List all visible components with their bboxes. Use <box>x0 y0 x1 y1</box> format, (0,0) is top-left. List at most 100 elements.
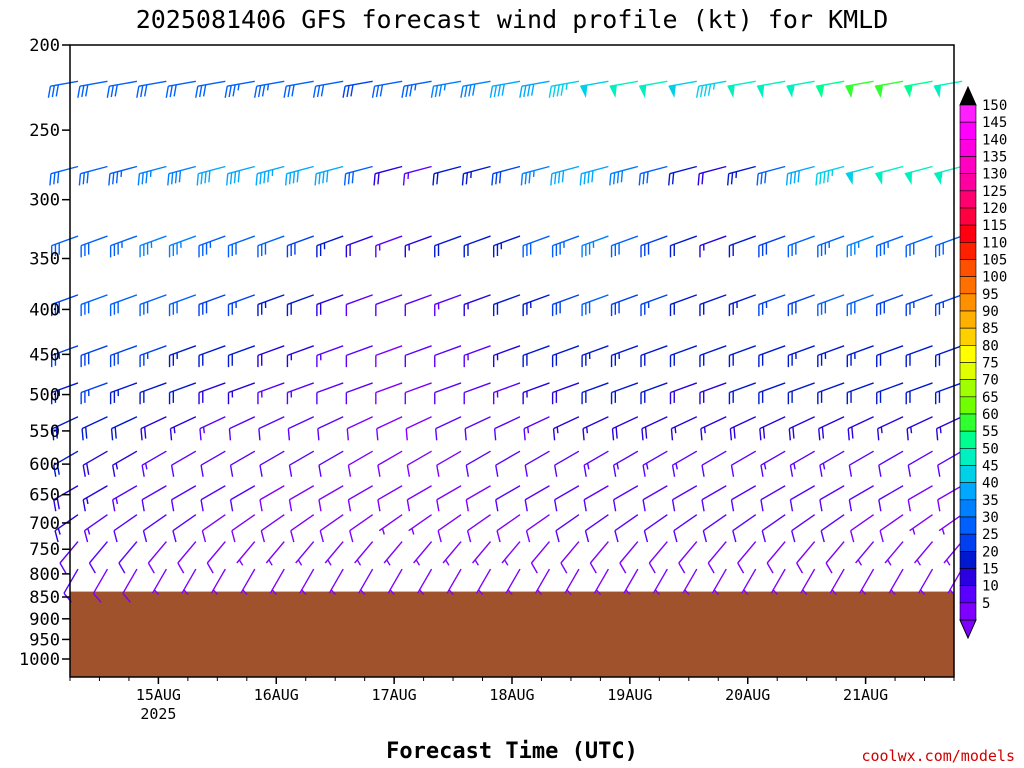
barb-full <box>92 592 102 603</box>
barb-full <box>377 172 380 185</box>
barb-full <box>644 244 646 256</box>
barb-full <box>909 354 911 366</box>
barb-full <box>883 242 885 255</box>
wind-barb <box>786 80 815 98</box>
barb-half <box>173 426 176 434</box>
barb-half <box>261 391 263 398</box>
barb-shaft <box>260 514 285 532</box>
barb-full <box>438 84 443 97</box>
barb-shaft <box>729 294 756 306</box>
wind-barb <box>286 235 314 258</box>
barb-shaft <box>741 568 757 594</box>
barb-shaft <box>463 345 491 357</box>
barb-shaft <box>790 450 816 466</box>
barb-half <box>500 242 503 250</box>
barb-full <box>820 244 823 256</box>
barb-full <box>644 426 648 439</box>
wind-barb <box>819 450 845 477</box>
wind-barb <box>787 382 815 405</box>
wind-barb <box>787 345 815 368</box>
barb-shaft <box>534 568 551 594</box>
barb-full <box>846 245 848 258</box>
barb-full <box>375 392 377 405</box>
barb-shaft <box>198 294 226 306</box>
barb-full <box>620 170 624 183</box>
barb-shaft <box>434 294 462 306</box>
wind-barb <box>874 80 904 98</box>
barb-shaft <box>564 568 580 594</box>
wind-barb <box>139 235 167 258</box>
barb-half <box>115 463 119 470</box>
barb-half <box>443 84 447 91</box>
barb-full <box>115 171 119 184</box>
wind-barb <box>729 416 757 441</box>
wind-barb <box>728 345 756 368</box>
wind-barb <box>695 80 727 98</box>
barb-full <box>737 562 745 574</box>
barb-full <box>643 530 649 543</box>
wind-barb <box>446 568 462 596</box>
barb-shaft <box>290 514 315 532</box>
wind-barb <box>141 450 167 477</box>
barb-shaft <box>759 416 786 430</box>
wind-barb <box>907 485 933 512</box>
wind-barb <box>905 294 933 317</box>
barb-shaft <box>761 514 786 532</box>
barb-half <box>563 241 565 248</box>
wind-barb <box>259 485 285 512</box>
barb-full <box>136 86 140 98</box>
barb-full <box>906 428 909 441</box>
x-tick-sublabel: 2025 <box>140 705 176 723</box>
barb-shaft <box>147 541 167 564</box>
wind-barb <box>319 514 344 543</box>
barb-shaft <box>227 80 255 87</box>
barb-full <box>82 465 86 477</box>
barb-half <box>327 559 332 566</box>
barb-full <box>84 391 86 403</box>
barb-full <box>320 84 325 97</box>
barb-full <box>257 304 259 317</box>
barb-shaft <box>614 514 639 532</box>
wind-barb <box>434 294 462 317</box>
wind-barb <box>917 568 934 596</box>
barb-full <box>938 244 941 256</box>
wind-barb <box>858 568 875 596</box>
barb-shaft <box>732 514 757 532</box>
barb-full <box>465 499 470 512</box>
wind-barb <box>406 450 432 477</box>
wind-barb <box>522 235 550 258</box>
barb-full <box>347 172 351 185</box>
colorbar-label: 45 <box>982 459 999 475</box>
barb-full <box>257 85 262 98</box>
barb-full <box>492 355 495 368</box>
wind-barb <box>817 235 845 258</box>
wind-barb <box>328 568 344 596</box>
barb-half <box>536 589 543 596</box>
barb-full <box>259 465 263 477</box>
wind-barb <box>673 514 698 543</box>
barb-full <box>54 530 59 543</box>
barb-shaft <box>170 416 197 430</box>
wind-barb <box>522 294 550 317</box>
barb-full <box>785 173 789 186</box>
barb-shaft <box>80 294 108 306</box>
wind-barb <box>789 485 816 512</box>
x-tick-label: 20AUG <box>725 686 770 704</box>
barb-full <box>583 465 587 477</box>
barb-pennant <box>638 84 647 98</box>
barb-full <box>581 245 583 258</box>
wind-barb <box>817 294 845 317</box>
barb-full <box>854 242 856 255</box>
barb-half <box>57 528 61 535</box>
wind-barb <box>785 165 815 186</box>
colorbar-label: 50 <box>982 441 999 457</box>
wind-barb <box>404 345 432 368</box>
wind-barb <box>229 485 256 512</box>
barb-full <box>169 85 173 98</box>
barb-half <box>146 352 149 359</box>
wind-barb <box>730 450 757 477</box>
wind-barb <box>413 541 433 566</box>
wind-barb <box>728 382 756 405</box>
barb-shaft <box>757 165 786 175</box>
credit-link[interactable]: coolwx.com/models <box>861 747 1015 765</box>
